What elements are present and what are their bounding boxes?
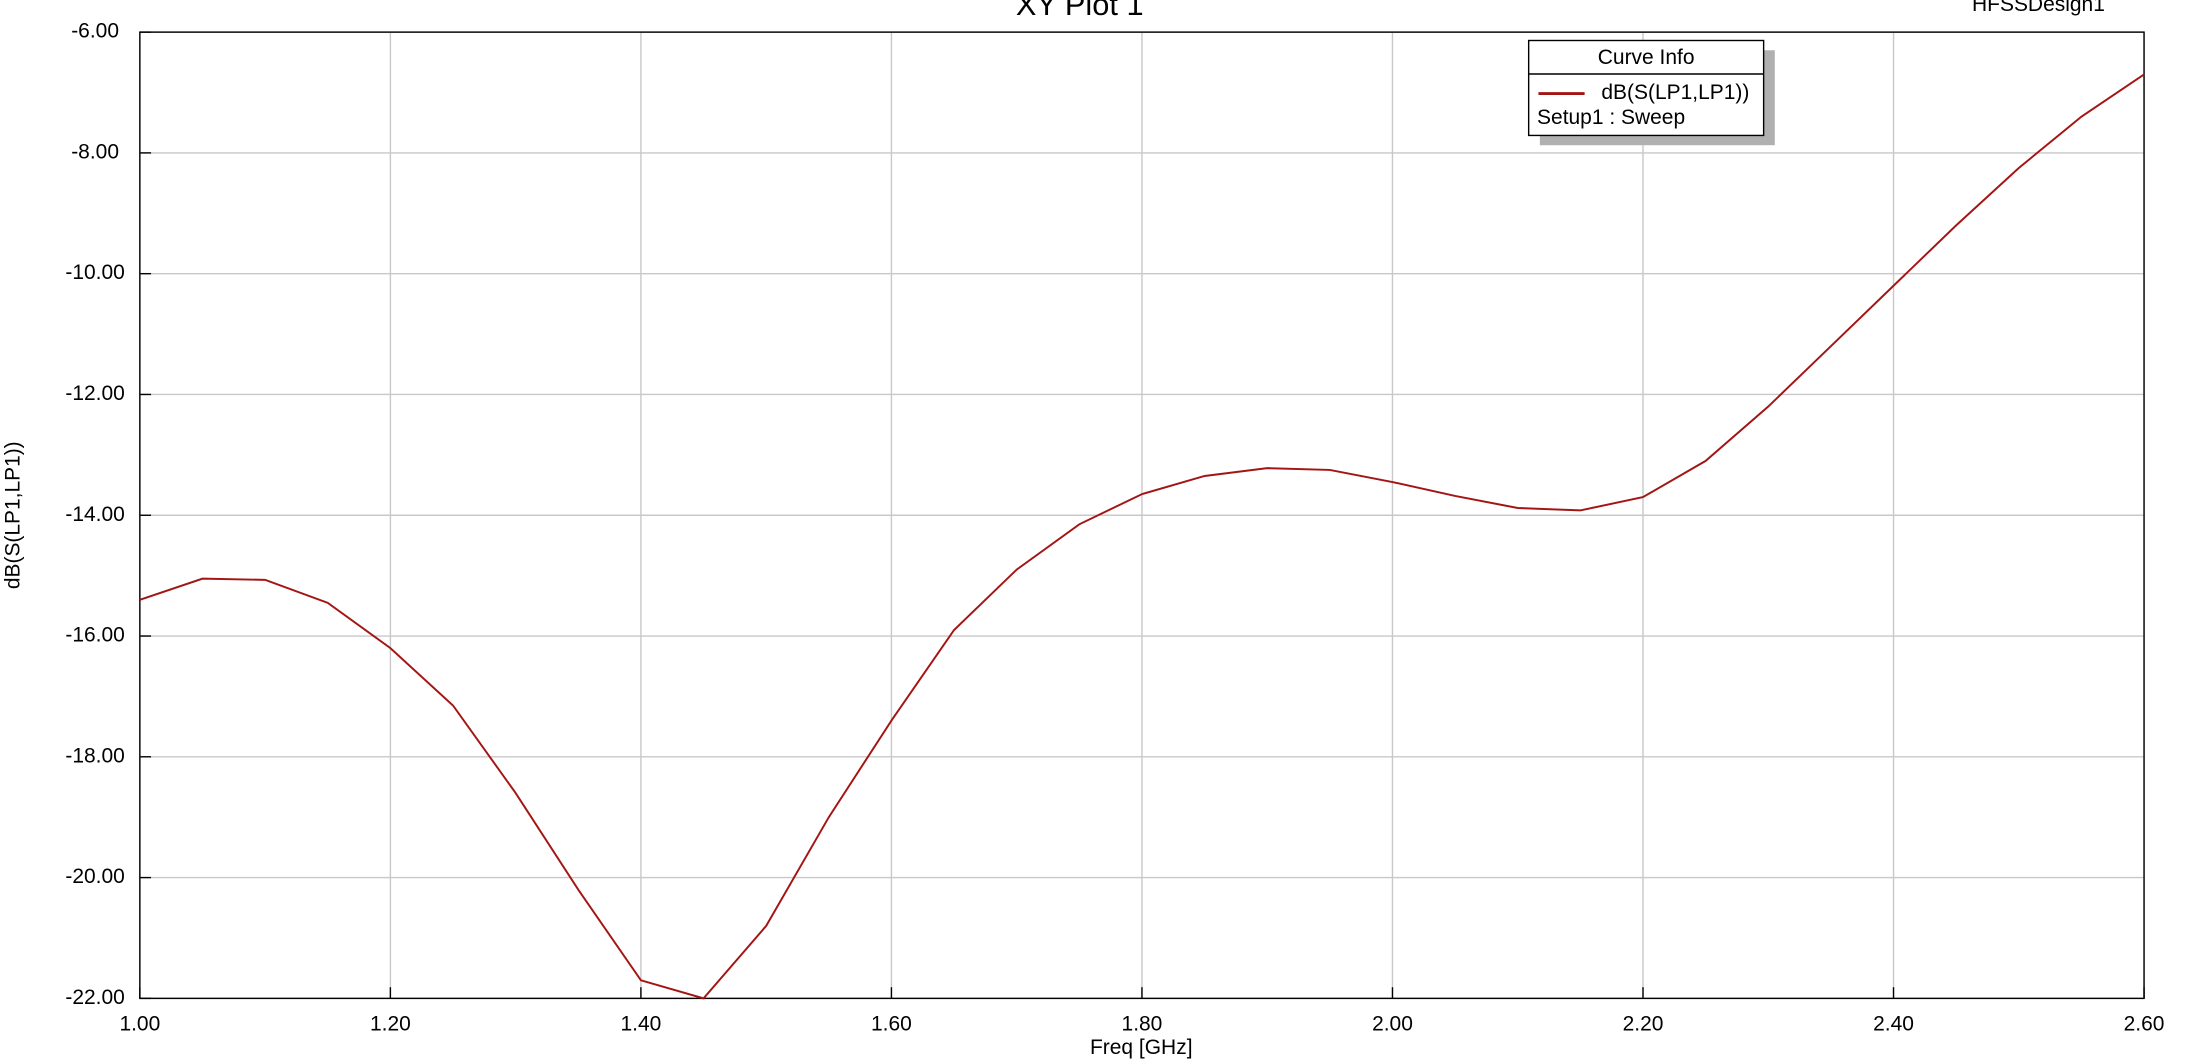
chart-title: XY Plot 1 <box>1016 0 1144 22</box>
x-tick-label: 1.80 <box>1122 1012 1163 1035</box>
design-name: HFSSDesign1 <box>1972 0 2105 16</box>
x-tick-label: 1.00 <box>119 1012 160 1035</box>
x-tick-label: 1.20 <box>370 1012 411 1035</box>
x-tick-label: 2.20 <box>1623 1012 1664 1035</box>
y-tick-label: -22.00 <box>65 986 124 1009</box>
x-tick-label: 2.00 <box>1372 1012 1413 1035</box>
legend-title: Curve Info <box>1598 46 1695 69</box>
plot-frame <box>139 31 2145 1000</box>
y-tick-label: -12.00 <box>65 382 124 405</box>
legend: Curve Info dB(S(LP1,LP1)) Setup1 : Sweep <box>1527 39 1775 146</box>
y-tick-label: -14.00 <box>65 503 124 526</box>
y-tick-label: -20.00 <box>65 865 124 888</box>
y-tick-label: -8.00 <box>71 140 119 163</box>
x-tick-label: 1.40 <box>620 1012 661 1035</box>
y-tick-label: -10.00 <box>65 261 124 284</box>
x-tick-label: 2.40 <box>1873 1012 1914 1035</box>
y-tick-label: -6.00 <box>71 20 119 43</box>
x-axis-label: Freq [GHz] <box>1090 1036 1193 1059</box>
y-tick-label: -16.00 <box>65 624 124 647</box>
data-line <box>139 73 2145 1000</box>
legend-label: dB(S(LP1,LP1)) <box>1601 81 1749 104</box>
x-tick-label: 1.60 <box>871 1012 912 1035</box>
y-tick-label: -18.00 <box>65 744 124 767</box>
legend-box <box>1527 39 1765 137</box>
y-axis-label: dB(S(LP1,LP1)) <box>2 441 25 589</box>
x-tick-label: 2.60 <box>2124 1012 2165 1035</box>
legend-subtitle: Setup1 : Sweep <box>1537 106 1685 129</box>
